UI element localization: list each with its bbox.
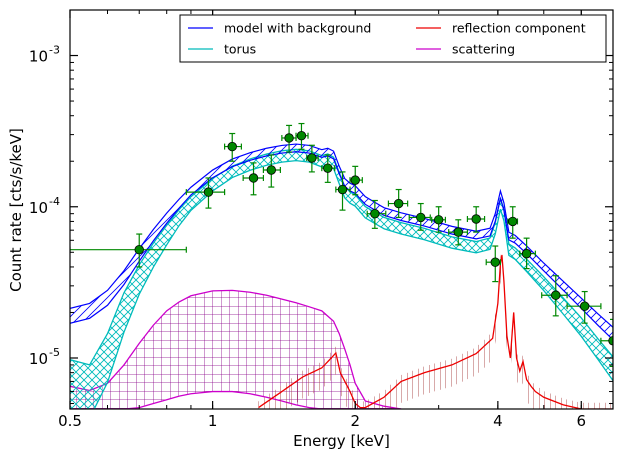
y-tick-label: 10 xyxy=(29,350,48,368)
data-point-2 xyxy=(224,132,242,162)
data-point-8 xyxy=(321,154,336,183)
data-points xyxy=(70,122,613,367)
data-point-21 xyxy=(566,290,602,324)
data-point-16 xyxy=(466,206,486,233)
data-point-17 xyxy=(485,245,502,283)
data-point-9 xyxy=(335,171,351,211)
plot-frame xyxy=(69,9,614,410)
y-axis-label: Count rate [cts/s/keV] xyxy=(7,128,25,292)
model-upper-line xyxy=(70,143,613,328)
data-marker xyxy=(134,245,144,255)
legend-label: reflection component xyxy=(452,21,586,36)
data-point-11 xyxy=(366,199,387,229)
model-bands xyxy=(70,143,613,409)
y-tick-exponent: -3 xyxy=(49,44,60,57)
data-point-19 xyxy=(519,237,536,270)
data-marker xyxy=(508,216,518,227)
data-marker xyxy=(490,257,500,267)
data-marker xyxy=(227,141,237,152)
data-marker xyxy=(453,227,463,237)
data-point-6 xyxy=(295,122,309,150)
data-point-5 xyxy=(281,124,297,153)
data-point-13 xyxy=(408,202,431,231)
data-marker xyxy=(337,184,348,195)
data-point-15 xyxy=(448,219,469,246)
data-marker xyxy=(350,175,360,185)
data-marker xyxy=(284,133,294,143)
data-marker xyxy=(203,187,214,197)
data-marker xyxy=(608,336,613,346)
data-point-14 xyxy=(431,206,447,233)
data-marker xyxy=(307,153,317,163)
torus-lower-line xyxy=(93,159,613,409)
legend-item-1: torus xyxy=(188,42,256,57)
data-point-20 xyxy=(541,275,568,317)
scattering-upper-line xyxy=(70,289,402,409)
y-tick-label: 10 xyxy=(29,48,48,66)
data-marker xyxy=(416,212,426,223)
legend-item-0: model with background xyxy=(188,21,371,36)
legend-item-3: scattering xyxy=(416,42,515,57)
data-point-22 xyxy=(600,318,613,367)
data-marker xyxy=(551,290,561,300)
data-marker xyxy=(393,198,404,209)
y-tick-exponent: -4 xyxy=(49,195,60,208)
x-tick-label: 0.5 xyxy=(58,412,82,430)
data-marker xyxy=(296,131,307,141)
data-point-12 xyxy=(387,188,409,219)
data-marker xyxy=(323,163,333,173)
x-tick-label: 6 xyxy=(577,412,587,430)
legend-label: scattering xyxy=(452,42,515,57)
legend-label: model with background xyxy=(224,21,371,36)
x-tick-label: 1 xyxy=(208,412,218,430)
data-point-3 xyxy=(242,162,265,196)
y-axis: 10-510-410-3 xyxy=(29,9,613,405)
data-point-7 xyxy=(306,144,319,173)
y-tick-exponent: -5 xyxy=(49,346,60,359)
data-marker xyxy=(521,248,532,259)
data-point-0 xyxy=(70,233,187,268)
model-band xyxy=(70,144,613,340)
y-tick-label: 10 xyxy=(29,199,48,217)
data-point-4 xyxy=(262,154,281,188)
data-marker xyxy=(248,173,259,183)
data-point-10 xyxy=(349,165,363,196)
legend-label: torus xyxy=(224,42,256,57)
data-marker xyxy=(370,208,380,219)
legend: model with background torus reflection com… xyxy=(179,14,607,63)
data-point-18 xyxy=(507,206,519,239)
legend-box xyxy=(179,14,607,63)
data-point-1 xyxy=(185,177,226,209)
x-axis-label: Energy [keV] xyxy=(293,432,390,450)
data-marker xyxy=(266,165,276,175)
x-tick-label: 2 xyxy=(350,412,360,430)
data-marker xyxy=(433,215,444,225)
data-marker xyxy=(579,301,590,311)
x-tick-label: 4 xyxy=(493,412,503,430)
reflection-line xyxy=(258,254,613,409)
legend-item-2: reflection component xyxy=(416,21,586,36)
data-marker xyxy=(471,214,481,224)
